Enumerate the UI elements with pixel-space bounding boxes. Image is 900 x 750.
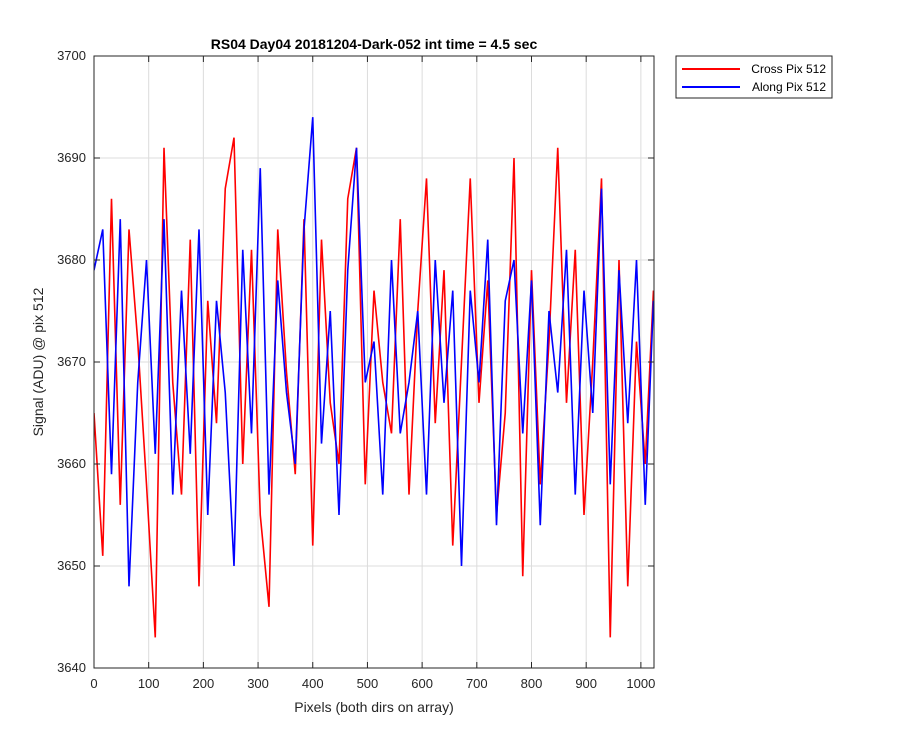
x-tick-label: 400 [302,676,324,691]
legend: Cross Pix 512 Along Pix 512 [675,55,833,99]
series-layer [94,117,654,638]
x-tick-label: 200 [193,676,215,691]
axis-ticks [93,55,654,669]
x-axis-label: Pixels (both dirs on array) [294,699,454,715]
series-line-along-pix-512 [94,117,654,587]
x-tick-label: 900 [575,676,597,691]
x-tick-label: 300 [247,676,269,691]
x-tick-label: 800 [521,676,543,691]
y-tick-label: 3650 [57,558,86,573]
x-tick-label: 1000 [626,676,655,691]
y-tick-label: 3640 [57,660,86,675]
tick-labels: 0 100 200 300 400 500 600 700 800 900 1000 3640 3650… [57,48,655,691]
y-tick-label: 3680 [57,252,86,267]
y-axis-label: Signal (ADU) @ pix 512 [30,287,46,436]
x-tick-label: 0 [90,676,97,691]
x-tick-label: 700 [466,676,488,691]
x-tick-label: 500 [357,676,379,691]
chart-title: RS04 Day04 20181204-Dark-052 int time = … [211,36,538,52]
y-tick-label: 3690 [57,150,86,165]
y-tick-label: 3660 [57,456,86,471]
series-line-cross-pix-512 [94,137,654,638]
y-tick-label: 3670 [57,354,86,369]
y-tick-label: 3700 [57,48,86,63]
x-tick-label: 100 [138,676,160,691]
legend-label-cross: Cross Pix 512 [751,62,826,76]
legend-box [675,55,833,99]
x-tick-label: 600 [411,676,433,691]
legend-label-along: Along Pix 512 [752,80,826,94]
